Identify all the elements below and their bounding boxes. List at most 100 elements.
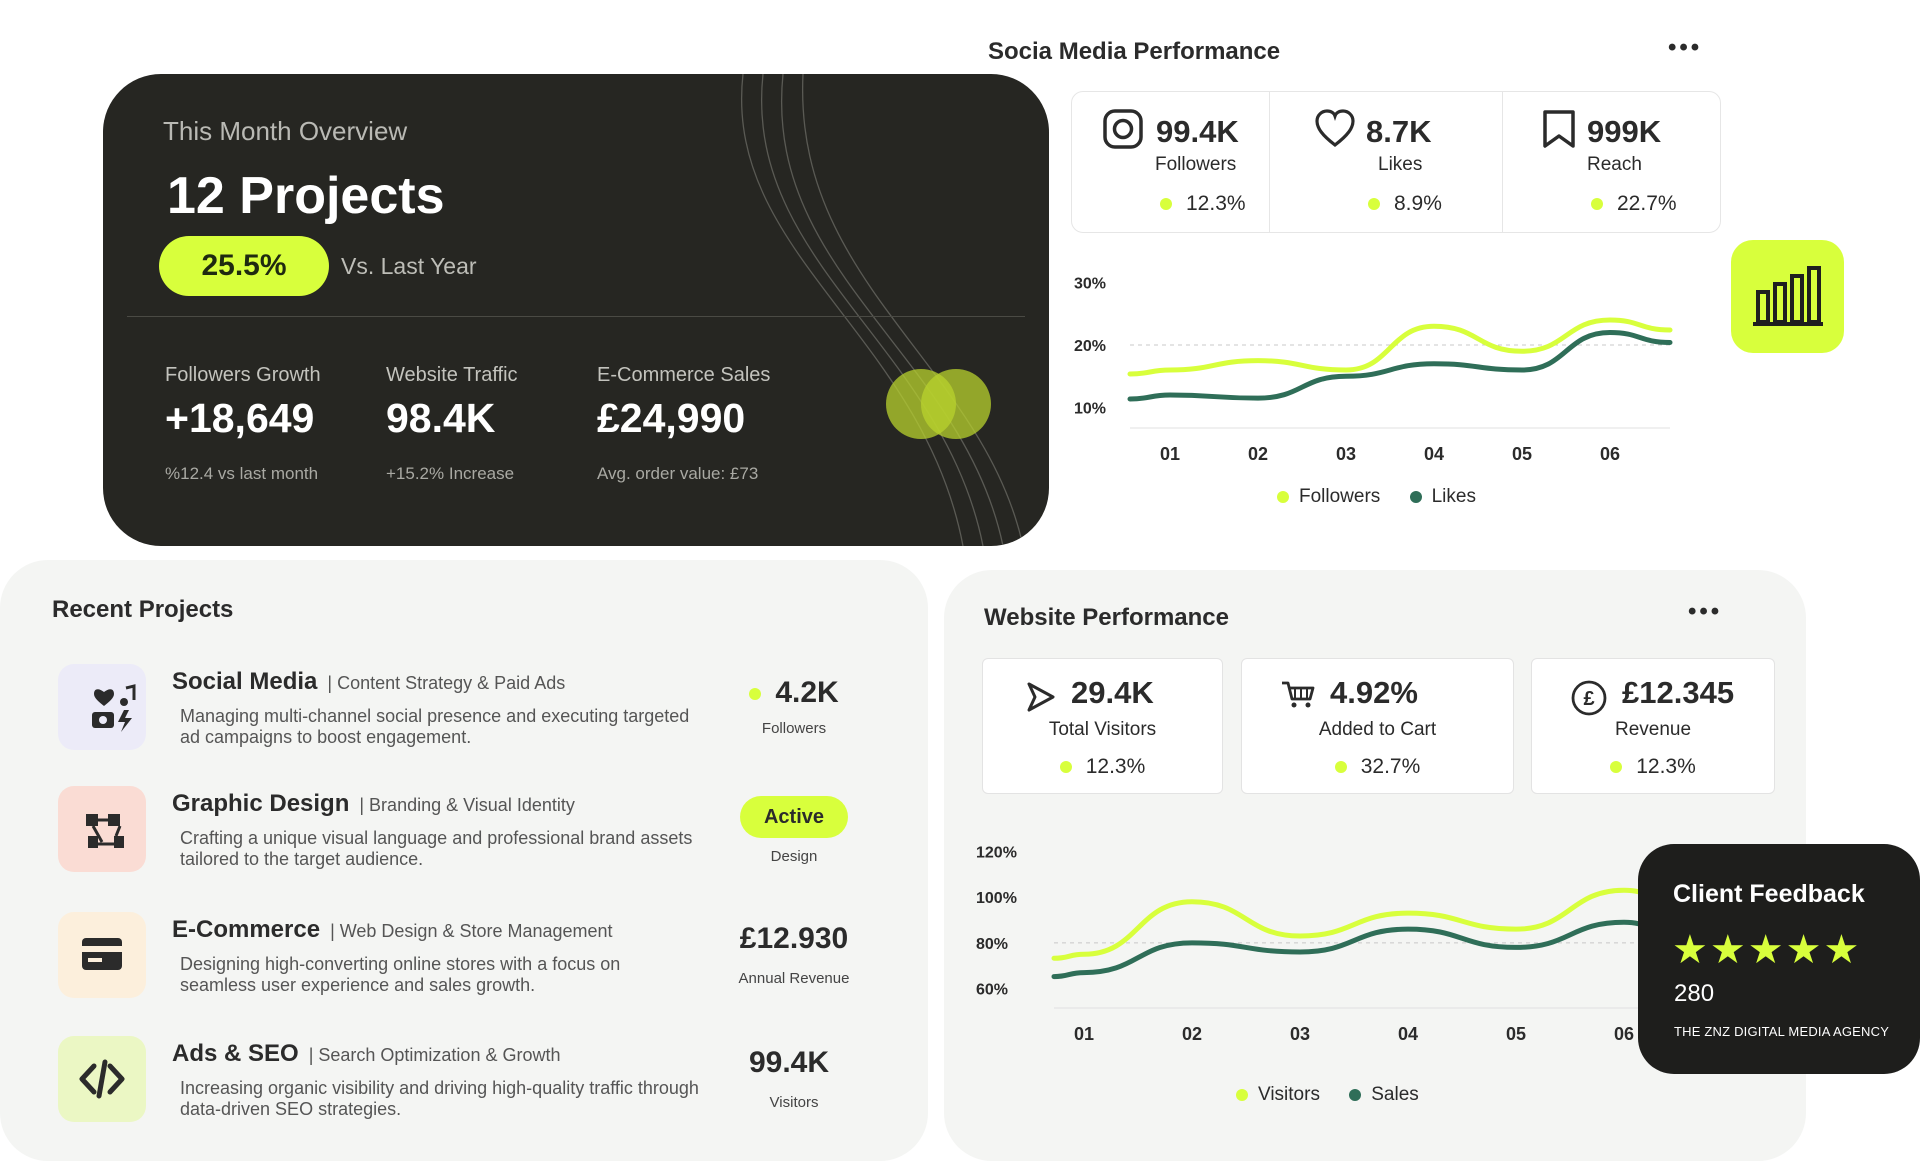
legend-followers: Followers bbox=[1277, 486, 1380, 508]
legend-sales: Sales bbox=[1349, 1084, 1419, 1106]
social-media-title: Socia Media Performance bbox=[988, 38, 1281, 65]
y-tick-label: 20% bbox=[1074, 338, 1106, 355]
stat-pct: 22.7% bbox=[1591, 192, 1677, 216]
x-tick-label: 06 bbox=[1600, 444, 1620, 464]
series-line-likes bbox=[1127, 329, 1673, 402]
client-feedback-card: Client Feedback ★★★★★ 280 THE ZNZ DIGITA… bbox=[1638, 844, 1920, 1074]
project-metric: £12.930 Annual Revenue bbox=[738, 922, 850, 987]
project-name: Ads & SEO | Search Optimization & Growth bbox=[172, 1040, 561, 1067]
graphic-design-icon bbox=[58, 786, 146, 872]
project-metric: 4.2K Followers bbox=[714, 676, 874, 737]
y-tick-label: 30% bbox=[1074, 276, 1106, 293]
social-stats-card: 99.4K Followers 12.3% 8.7K Likes 8.9% 99… bbox=[1071, 91, 1721, 233]
stat-value: 29.4K bbox=[1071, 675, 1154, 710]
heart-icon bbox=[1315, 109, 1355, 148]
series-line-followers bbox=[1127, 317, 1673, 377]
cart-icon bbox=[1282, 681, 1315, 708]
y-tick-label: 120% bbox=[976, 844, 1017, 861]
website-chart-legend: Visitors Sales bbox=[1236, 1084, 1443, 1106]
stat-label: Reach bbox=[1587, 154, 1642, 175]
project-row-social-media[interactable]: Social Media | Content Strategy & Paid Ad… bbox=[0, 664, 928, 764]
ecommerce-icon bbox=[58, 912, 146, 998]
stat-pct: 12.3% bbox=[1160, 192, 1246, 216]
bookmark-icon bbox=[1543, 110, 1575, 148]
x-tick-label: 05 bbox=[1506, 1024, 1526, 1040]
project-row-graphic-design[interactable]: Graphic Design | Branding & Visual Identi… bbox=[0, 786, 928, 886]
y-tick-label: 100% bbox=[976, 890, 1017, 907]
stat-pct: 8.9% bbox=[1368, 192, 1442, 216]
project-description: Increasing organic visibility and drivin… bbox=[180, 1078, 699, 1119]
stat-label: Revenue bbox=[1614, 719, 1692, 740]
stat-label: Total Visitors bbox=[1048, 719, 1157, 740]
code-icon bbox=[58, 1036, 146, 1122]
status-badge: Active bbox=[740, 796, 848, 838]
stat-value: 98.4K bbox=[386, 395, 496, 441]
decorative-curves bbox=[740, 74, 1024, 546]
stat-label: Added to Cart bbox=[1318, 719, 1437, 740]
project-row-ecommerce[interactable]: E-Commerce | Web Design & Store Managemen… bbox=[0, 912, 928, 1012]
instagram-icon bbox=[1103, 109, 1143, 149]
recent-projects-title: Recent Projects bbox=[52, 596, 234, 623]
stat-value: 999K bbox=[1587, 114, 1662, 149]
vs-last-year-label: Vs. Last Year bbox=[341, 253, 477, 279]
website-performance-title: Website Performance bbox=[984, 604, 1229, 631]
x-tick-label: 03 bbox=[1336, 444, 1356, 464]
project-description: Managing multi-channel social presence a… bbox=[180, 706, 690, 747]
stat-value: 4.92% bbox=[1330, 675, 1418, 710]
bar-chart-icon bbox=[1753, 266, 1823, 326]
cursor-icon bbox=[1027, 682, 1055, 712]
project-name: E-Commerce | Web Design & Store Managemen… bbox=[172, 916, 613, 943]
website-traffic-stat: Website Traffic 98.4K +15.2% Increase bbox=[386, 364, 518, 484]
analytics-button[interactable] bbox=[1731, 240, 1844, 353]
social-chart-legend: Followers Likes bbox=[1277, 486, 1500, 508]
recent-projects-card: Recent Projects Social Media | Content St… bbox=[0, 560, 928, 1161]
followers-stat: 99.4K Followers 12.3% bbox=[1072, 92, 1269, 232]
feedback-count: 280 bbox=[1674, 980, 1715, 1007]
x-tick-label: 05 bbox=[1512, 444, 1532, 464]
x-tick-label: 06 bbox=[1614, 1024, 1634, 1040]
x-tick-label: 04 bbox=[1424, 444, 1444, 464]
stat-value: +18,649 bbox=[165, 395, 315, 441]
project-row-ads-seo[interactable]: Ads & SEO | Search Optimization & Growth … bbox=[0, 1036, 928, 1136]
rating-stars: ★★★★★ bbox=[1672, 928, 1862, 972]
revenue-stat: £ £12.345 Revenue 12.3% bbox=[1531, 658, 1775, 794]
feedback-title: Client Feedback bbox=[1673, 880, 1865, 908]
project-metric: 99.4K Visitors bbox=[748, 1046, 830, 1111]
website-menu-button[interactable]: ••• bbox=[1688, 598, 1723, 625]
project-name: Graphic Design | Branding & Visual Identi… bbox=[172, 790, 575, 817]
social-line-chart: 10% 20% 30% 01 02 03 04 05 06 bbox=[1074, 276, 1673, 464]
stat-pct: 32.7% bbox=[1242, 755, 1513, 779]
project-description: Designing high-converting online stores … bbox=[180, 954, 621, 995]
social-menu-button[interactable]: ••• bbox=[1668, 34, 1703, 61]
stat-value: £12.345 bbox=[1622, 675, 1735, 710]
social-media-icon bbox=[58, 664, 146, 750]
stat-pct: 12.3% bbox=[983, 755, 1222, 779]
y-tick-label: 80% bbox=[976, 936, 1008, 953]
stat-value: £24,990 bbox=[597, 395, 746, 441]
legend-visitors: Visitors bbox=[1236, 1084, 1320, 1106]
svg-text:£: £ bbox=[1583, 688, 1594, 710]
ecommerce-sales-stat: E-Commerce Sales £24,990 Avg. order valu… bbox=[597, 364, 770, 484]
cart-stat: 4.92% Added to Cart 32.7% bbox=[1241, 658, 1514, 794]
project-name: Social Media | Content Strategy & Paid Ad… bbox=[172, 668, 566, 695]
x-tick-label: 01 bbox=[1160, 444, 1180, 464]
y-tick-label: 60% bbox=[976, 982, 1008, 999]
followers-growth-stat: Followers Growth +18,649 %12.4 vs last m… bbox=[165, 364, 321, 484]
x-tick-label: 02 bbox=[1182, 1024, 1202, 1040]
website-line-chart: 60% 80% 100% 120% 01 02 03 04 05 06 bbox=[976, 844, 1677, 1040]
pound-icon: £ bbox=[1571, 680, 1607, 716]
agency-name: THE ZNZ DIGITAL MEDIA AGENCY bbox=[1674, 1024, 1890, 1039]
stat-label: Followers Growth bbox=[165, 364, 321, 386]
stat-label: E-Commerce Sales bbox=[597, 364, 771, 386]
stat-value: 8.7K bbox=[1366, 114, 1432, 149]
stat-label: Website Traffic bbox=[386, 364, 518, 386]
visitors-stat: 29.4K Total Visitors 12.3% bbox=[982, 658, 1223, 794]
stat-label: Followers bbox=[1155, 154, 1237, 175]
x-tick-label: 03 bbox=[1290, 1024, 1310, 1040]
x-tick-label: 02 bbox=[1248, 444, 1268, 464]
stat-sub: +15.2% Increase bbox=[386, 464, 515, 483]
stat-sub: %12.4 vs last month bbox=[165, 464, 319, 483]
x-tick-label: 01 bbox=[1074, 1024, 1094, 1040]
overview-card: This Month Overview 12 Projects 25.5% Vs… bbox=[103, 74, 1049, 546]
overview-title: This Month Overview bbox=[163, 116, 408, 146]
